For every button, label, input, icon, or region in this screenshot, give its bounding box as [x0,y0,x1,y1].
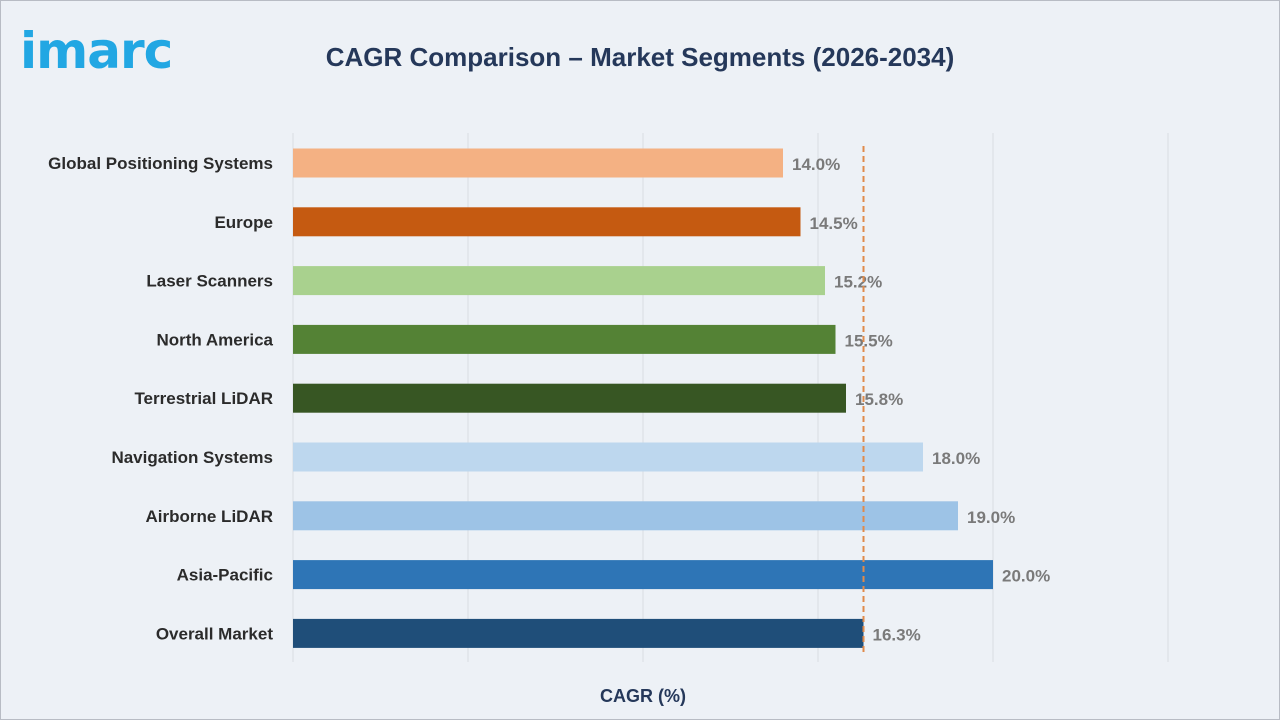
category-label: Laser Scanners [146,272,273,291]
category-label: Navigation Systems [111,448,273,467]
bar [293,207,801,237]
bar [293,560,993,590]
category-label: Global Positioning Systems [48,154,273,173]
value-label: 16.3% [873,625,921,644]
x-axis-label: CAGR (%) [600,686,686,706]
chart-title-text: CAGR Comparison – Market Segments (2026-… [325,42,955,72]
category-label: Airborne LiDAR [146,507,274,526]
bar [293,266,825,296]
category-label: Asia-Pacific [177,566,273,585]
bar [293,442,923,472]
value-label: 14.5% [810,214,858,233]
category-label: Overall Market [156,624,274,643]
value-label: 15.2% [834,273,882,292]
imarc-logo: imarc [20,22,173,80]
chart-title: CAGR Comparison – Market Segments (2026-… [0,42,1280,73]
value-label: 19.0% [967,508,1015,527]
category-label: North America [156,330,273,349]
bar [293,383,846,413]
value-label: 15.8% [855,390,903,409]
bar [293,501,958,531]
value-label: 18.0% [932,449,980,468]
value-label: 20.0% [1002,567,1050,586]
category-label: Europe [214,213,273,232]
value-label: 14.0% [792,155,840,174]
value-label: 15.5% [845,331,893,350]
bar [293,618,864,648]
bar [293,324,836,354]
bar [293,148,783,178]
category-label: Terrestrial LiDAR [134,389,273,408]
